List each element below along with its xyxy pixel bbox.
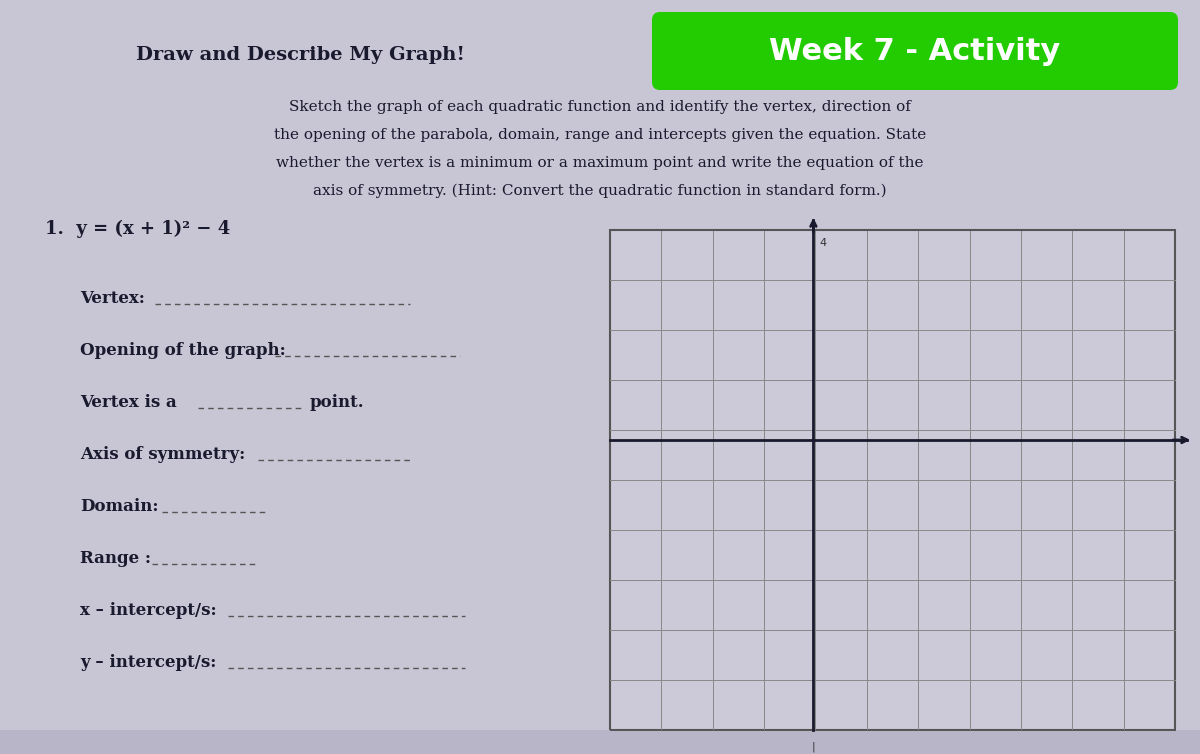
Text: Domain:: Domain: bbox=[80, 498, 158, 515]
Text: Range :: Range : bbox=[80, 550, 151, 567]
Text: |: | bbox=[811, 741, 815, 752]
Text: 4: 4 bbox=[820, 238, 827, 248]
Text: axis of symmetry. (Hint: Convert the quadratic function in standard form.): axis of symmetry. (Hint: Convert the qua… bbox=[313, 184, 887, 198]
FancyBboxPatch shape bbox=[610, 230, 1175, 730]
FancyBboxPatch shape bbox=[0, 730, 1200, 754]
Text: point.: point. bbox=[310, 394, 365, 411]
Text: whether the vertex is a minimum or a maximum point and write the equation of the: whether the vertex is a minimum or a max… bbox=[276, 156, 924, 170]
Text: 1.  y = (x + 1)² − 4: 1. y = (x + 1)² − 4 bbox=[46, 220, 230, 238]
Text: Vertex:: Vertex: bbox=[80, 290, 145, 307]
Text: Week 7 - Activity: Week 7 - Activity bbox=[769, 36, 1061, 66]
Text: Sketch the graph of each quadratic function and identify the vertex, direction o: Sketch the graph of each quadratic funct… bbox=[289, 100, 911, 114]
Text: Draw and Describe My Graph!: Draw and Describe My Graph! bbox=[136, 46, 464, 64]
Text: the opening of the parabola, domain, range and intercepts given the equation. St: the opening of the parabola, domain, ran… bbox=[274, 128, 926, 142]
Text: Axis of symmetry:: Axis of symmetry: bbox=[80, 446, 245, 463]
Text: x – intercept/s:: x – intercept/s: bbox=[80, 602, 217, 619]
Text: Opening of the graph:: Opening of the graph: bbox=[80, 342, 286, 359]
FancyBboxPatch shape bbox=[652, 12, 1178, 90]
Text: y – intercept/s:: y – intercept/s: bbox=[80, 654, 216, 671]
Text: Vertex is a: Vertex is a bbox=[80, 394, 176, 411]
